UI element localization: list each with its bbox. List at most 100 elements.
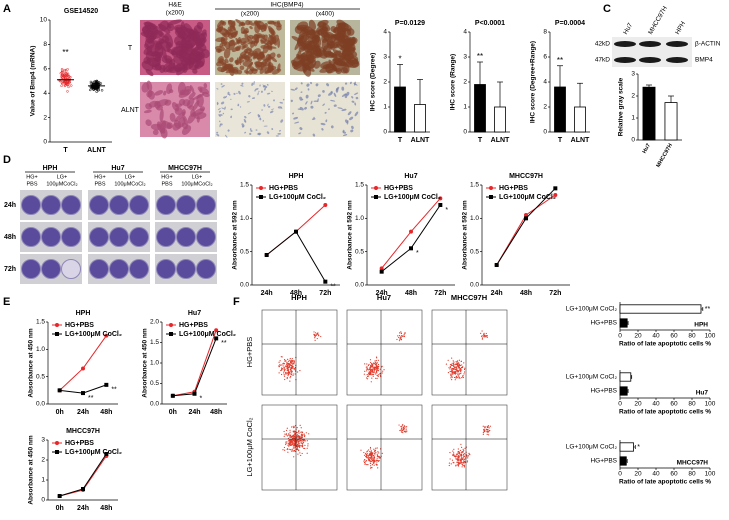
- flow-event: [466, 454, 468, 457]
- x-tick-label: ALNT: [87, 147, 106, 154]
- flow-event: [292, 431, 294, 433]
- flow-event: [291, 372, 293, 374]
- flow-event: [306, 452, 308, 454]
- y-tick-label: 0.0: [470, 282, 479, 289]
- tissue-texture: [325, 63, 334, 74]
- flow-event: [458, 376, 460, 378]
- flow-event: [373, 371, 375, 374]
- flow-event: [365, 366, 367, 368]
- bar: [642, 86, 656, 141]
- y-tick-label: 0: [41, 497, 45, 504]
- flow-event: [373, 462, 375, 465]
- flow-event: [299, 452, 301, 454]
- flow-event: [375, 447, 377, 449]
- flow-event: [453, 364, 455, 366]
- tissue-texture: [279, 101, 284, 104]
- tissue-texture: [235, 46, 241, 52]
- blot-band: [666, 57, 688, 63]
- flow-event: [487, 425, 490, 427]
- sample-dot: [60, 73, 64, 77]
- flow-event: [369, 448, 372, 450]
- tissue-texture: [312, 44, 321, 57]
- flow-event: [383, 369, 385, 371]
- chart-title: GSE14520: [64, 8, 98, 15]
- flow-event: [372, 456, 374, 458]
- tissue-texture: [328, 92, 333, 96]
- flow-event: [377, 451, 379, 453]
- flow-event: [451, 371, 453, 373]
- point: [323, 203, 328, 207]
- flow-event: [290, 449, 292, 451]
- well: [41, 227, 61, 247]
- row-label: ALNT: [121, 107, 140, 114]
- tissue-texture: [248, 95, 251, 98]
- tissue-texture: [227, 91, 230, 96]
- flow-event: [286, 377, 288, 379]
- flow-event: [373, 459, 375, 461]
- tissue-texture: [257, 132, 262, 136]
- flow-event: [458, 367, 461, 369]
- x-tick-label: 24h: [376, 290, 388, 297]
- flow-event: [294, 431, 296, 433]
- flow-event: [461, 450, 464, 453]
- flow-event: [367, 364, 370, 367]
- well: [109, 227, 129, 247]
- flow-event: [289, 431, 291, 433]
- flow-event: [286, 441, 288, 443]
- flow-event: [462, 375, 464, 377]
- flow-event: [454, 379, 456, 381]
- flow-event: [301, 445, 303, 447]
- flow-event: [486, 433, 488, 435]
- tissue-texture: [350, 129, 354, 133]
- tissue-texture: [259, 118, 262, 121]
- flow-event: [456, 377, 458, 379]
- tissue-texture: [234, 59, 245, 64]
- point: [104, 382, 109, 387]
- tissue-texture: [336, 43, 351, 53]
- flow-event: [299, 440, 301, 442]
- flow-event: [296, 439, 298, 441]
- flow-event: [294, 369, 296, 371]
- chart-title: HPH: [694, 322, 708, 329]
- tissue-texture: [229, 57, 234, 63]
- legend-marker: [169, 332, 173, 336]
- flow-event: [291, 448, 293, 450]
- tissue-texture: [259, 64, 267, 74]
- tissue-texture: [354, 92, 359, 95]
- y-tick-label: 0.0: [240, 282, 249, 289]
- flow-event: [483, 428, 485, 430]
- flow-event: [400, 429, 402, 431]
- tissue-texture: [267, 57, 271, 65]
- flow-event: [463, 455, 465, 458]
- flow-event: [405, 428, 407, 430]
- tissue-texture: [268, 34, 275, 41]
- significance: **: [557, 56, 563, 65]
- tissue-texture: [292, 112, 295, 115]
- y-tick-label: 1: [41, 477, 45, 484]
- x-tick-label: 48h: [405, 290, 417, 297]
- y-tick-label: 1.5: [240, 182, 249, 189]
- flow-event: [463, 449, 465, 452]
- flow-event: [297, 453, 299, 455]
- x-tick-label: 20: [634, 401, 642, 408]
- y-tick-label: 1: [631, 115, 635, 122]
- tissue-texture: [188, 92, 196, 100]
- flow-event: [293, 456, 295, 458]
- flow-event: [453, 371, 456, 374]
- tissue-texture: [276, 25, 282, 31]
- y-tick-label: 2: [463, 79, 467, 86]
- flow-event: [305, 432, 307, 434]
- flow-event: [455, 458, 457, 460]
- tissue-texture: [217, 102, 219, 105]
- sample-dot: [89, 80, 93, 84]
- x-tick-label: ALNT: [491, 137, 510, 144]
- tissue-texture: [301, 40, 313, 53]
- flow-event: [456, 362, 458, 364]
- tissue-texture: [347, 36, 358, 46]
- sample-dot: [89, 82, 93, 85]
- flow-event: [453, 363, 455, 365]
- flow-event: [371, 363, 373, 365]
- flow-event: [455, 363, 458, 366]
- flow-event: [458, 363, 461, 365]
- sample-dot: [60, 71, 63, 74]
